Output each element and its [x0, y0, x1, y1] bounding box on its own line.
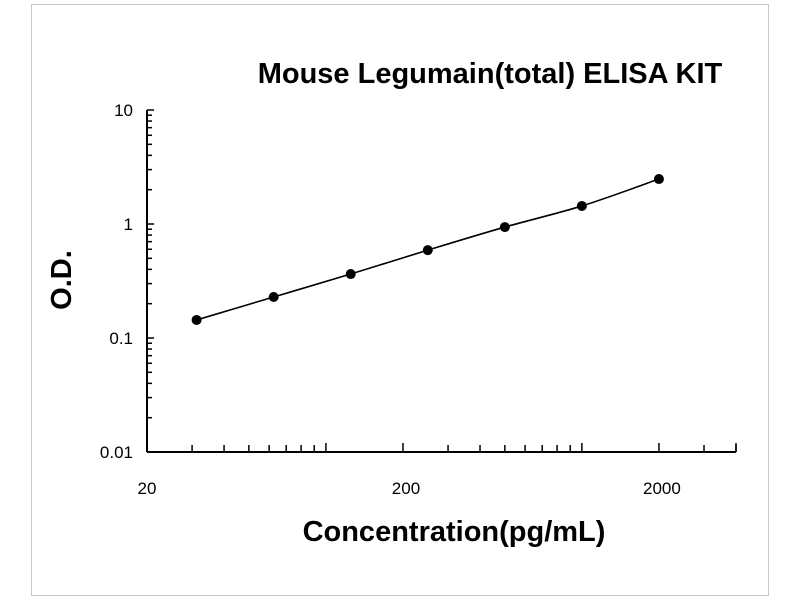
y-tick-label: 1 — [124, 215, 133, 234]
data-point — [191, 314, 202, 325]
x-axis-label: Concentration(pg/mL) — [303, 516, 606, 548]
chart-title: Mouse Legumain(total) ELISA KIT — [258, 58, 723, 90]
data-point — [268, 291, 279, 302]
y-tick-label: 10 — [114, 101, 133, 120]
data-point — [576, 200, 587, 211]
x-tick-label: 20 — [138, 479, 157, 498]
data-point — [422, 245, 433, 256]
y-axis-label: O.D. — [46, 250, 78, 310]
x-tick-label: 2000 — [643, 479, 681, 498]
y-tick-label: 0.01 — [100, 443, 133, 462]
data-point — [499, 222, 510, 233]
data-point — [345, 269, 356, 280]
data-point — [653, 174, 664, 185]
x-tick-label: 200 — [392, 479, 420, 498]
chart-frame — [31, 4, 769, 596]
y-tick-label: 0.1 — [109, 329, 133, 348]
